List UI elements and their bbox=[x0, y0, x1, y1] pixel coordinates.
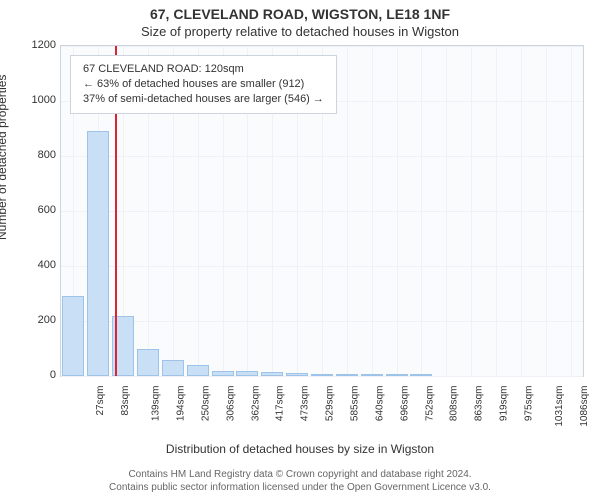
chart-subtitle: Size of property relative to detached ho… bbox=[0, 24, 600, 39]
histogram-bar bbox=[87, 131, 109, 376]
y-tick-label: 800 bbox=[16, 149, 56, 161]
gridline-v bbox=[521, 46, 522, 376]
gridline-v bbox=[397, 46, 398, 376]
x-tick-label: 194sqm bbox=[176, 386, 187, 422]
y-tick-label: 1200 bbox=[16, 39, 56, 51]
histogram-bar bbox=[261, 372, 283, 376]
annotation-line-2: ← 63% of detached houses are smaller (91… bbox=[83, 77, 324, 92]
histogram-bar bbox=[187, 365, 209, 376]
chart-footer: Contains HM Land Registry data © Crown c… bbox=[0, 468, 600, 494]
histogram-bar bbox=[336, 374, 358, 376]
chart-title: 67, CLEVELAND ROAD, WIGSTON, LE18 1NF bbox=[0, 6, 600, 22]
histogram-bar bbox=[236, 371, 258, 377]
x-tick-label: 27sqm bbox=[95, 386, 106, 416]
annotation-line-3: 37% of semi-detached houses are larger (… bbox=[83, 92, 324, 107]
y-tick-label: 600 bbox=[16, 204, 56, 216]
gridline-v bbox=[496, 46, 497, 376]
x-axis-label: Distribution of detached houses by size … bbox=[0, 442, 600, 456]
gridline-v bbox=[372, 46, 373, 376]
annotation-box: 67 CLEVELAND ROAD: 120sqm ← 63% of detac… bbox=[70, 55, 337, 114]
y-tick-label: 200 bbox=[16, 314, 56, 326]
histogram-bar bbox=[311, 374, 333, 376]
x-tick-label: 1086sqm bbox=[579, 386, 590, 427]
footer-line-2: Contains public sector information licen… bbox=[0, 481, 600, 494]
x-tick-label: 362sqm bbox=[250, 386, 261, 422]
y-tick-label: 400 bbox=[16, 259, 56, 271]
histogram-bar bbox=[386, 374, 408, 376]
gridline-v bbox=[421, 46, 422, 376]
x-tick-label: 919sqm bbox=[499, 386, 510, 422]
x-tick-label: 306sqm bbox=[225, 386, 236, 422]
y-axis-label: Number of detached properties bbox=[0, 75, 9, 240]
x-tick-label: 696sqm bbox=[399, 386, 410, 422]
gridline-v bbox=[471, 46, 472, 376]
gridline-h bbox=[61, 376, 583, 377]
gridline-v bbox=[446, 46, 447, 376]
footer-line-1: Contains HM Land Registry data © Crown c… bbox=[0, 468, 600, 481]
x-tick-label: 139sqm bbox=[151, 386, 162, 422]
x-tick-label: 1031sqm bbox=[554, 386, 565, 427]
histogram-bar bbox=[361, 374, 383, 376]
histogram-bar bbox=[410, 374, 432, 376]
x-tick-label: 585sqm bbox=[350, 386, 361, 422]
histogram-bar bbox=[162, 360, 184, 377]
histogram-bar bbox=[137, 349, 159, 377]
gridline-v bbox=[571, 46, 572, 376]
x-tick-label: 83sqm bbox=[120, 386, 131, 416]
x-tick-label: 640sqm bbox=[374, 386, 385, 422]
annotation-line-1: 67 CLEVELAND ROAD: 120sqm bbox=[83, 62, 324, 77]
x-tick-label: 975sqm bbox=[524, 386, 535, 422]
gridline-v bbox=[347, 46, 348, 376]
x-tick-label: 417sqm bbox=[275, 386, 286, 422]
x-tick-label: 529sqm bbox=[325, 386, 336, 422]
histogram-bar bbox=[62, 296, 84, 376]
x-tick-label: 752sqm bbox=[424, 386, 435, 422]
y-tick-label: 0 bbox=[16, 369, 56, 381]
x-tick-label: 473sqm bbox=[300, 386, 311, 422]
x-tick-label: 808sqm bbox=[449, 386, 460, 422]
gridline-v bbox=[546, 46, 547, 376]
x-tick-label: 250sqm bbox=[200, 386, 211, 422]
y-tick-label: 1000 bbox=[16, 94, 56, 106]
histogram-bar bbox=[212, 371, 234, 377]
histogram-bar bbox=[286, 373, 308, 376]
x-tick-label: 863sqm bbox=[474, 386, 485, 422]
